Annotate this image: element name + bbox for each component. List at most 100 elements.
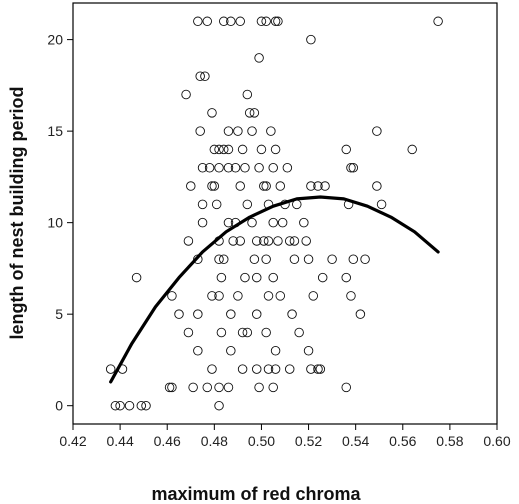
data-point [216, 272, 227, 283]
data-point [183, 327, 194, 338]
data-point [164, 382, 175, 393]
data-point [341, 272, 351, 283]
data-point [270, 16, 281, 27]
data-point [226, 346, 236, 356]
data-point [277, 217, 288, 228]
data-point [287, 309, 297, 319]
data-point [207, 364, 217, 374]
data-point [216, 327, 227, 338]
data-point [214, 400, 224, 411]
data-point [268, 162, 278, 173]
data-point [249, 254, 260, 265]
data-point [320, 181, 330, 191]
data-point [237, 327, 248, 338]
data-point [240, 162, 250, 173]
data-point [240, 272, 250, 283]
data-point [223, 144, 234, 155]
x-tick-label: 0.60 [483, 433, 510, 449]
data-point [223, 126, 234, 136]
data-point [204, 162, 215, 173]
data-point [341, 382, 351, 393]
data-point [202, 16, 213, 27]
data-point [273, 236, 283, 246]
data-point [348, 162, 359, 173]
y-tick-label: 5 [55, 306, 63, 322]
data-point [223, 382, 234, 393]
data-point [226, 16, 236, 27]
data-point [233, 291, 243, 301]
data-point [268, 272, 278, 283]
y-axis: 0 5 10 15 20 [47, 32, 73, 414]
data-point [289, 254, 300, 265]
data-point [105, 364, 116, 374]
data-point [303, 254, 314, 265]
data-point [237, 364, 248, 374]
data-point [197, 199, 208, 210]
data-point [228, 236, 238, 246]
data-point [289, 236, 300, 246]
x-tick-label: 0.50 [248, 433, 275, 449]
data-point [317, 272, 328, 283]
data-point [211, 199, 222, 210]
data-point [233, 126, 243, 136]
data-point [110, 400, 121, 411]
x-tick-label: 0.56 [389, 433, 416, 449]
x-tick-label: 0.48 [201, 433, 228, 449]
data-point [299, 217, 309, 228]
x-tick-label: 0.58 [436, 433, 463, 449]
data-point [167, 291, 177, 301]
data-point [249, 108, 260, 118]
data-point [242, 89, 253, 100]
data-point [270, 144, 281, 155]
data-point [251, 309, 262, 319]
data-point [124, 400, 135, 411]
data-point [284, 236, 295, 246]
plot-frame [72, 2, 498, 425]
data-point [223, 162, 234, 173]
data-point [197, 217, 208, 228]
data-point [207, 108, 217, 118]
data-point [308, 291, 319, 301]
data-point [263, 291, 274, 301]
x-axis-title: maximum of red chroma [151, 484, 361, 504]
data-point [372, 181, 382, 191]
data-point [313, 364, 323, 374]
data-point [219, 144, 229, 155]
data-point [230, 162, 241, 173]
data-point [251, 364, 262, 374]
data-point [188, 382, 198, 393]
data-point [256, 144, 267, 155]
data-point [251, 236, 262, 246]
data-point [214, 291, 224, 301]
data-point [193, 16, 203, 27]
data-point [306, 364, 316, 374]
data-point [197, 162, 208, 173]
x-tick-label: 0.46 [154, 433, 181, 449]
y-tick-label: 10 [47, 215, 63, 231]
data-point [346, 162, 356, 173]
data-point [242, 327, 253, 338]
data-point [433, 16, 443, 27]
data-point [306, 34, 316, 45]
data-point [261, 254, 271, 265]
data-point [136, 400, 147, 411]
data-point [261, 16, 271, 27]
fit-curve [109, 195, 440, 384]
data-point [200, 71, 210, 81]
data-point [294, 327, 304, 338]
data-point [202, 382, 213, 393]
data-point [282, 162, 293, 173]
data-point [254, 53, 264, 63]
data-point [263, 236, 274, 246]
data-point [268, 382, 278, 393]
data-point [284, 364, 295, 374]
x-tick-label: 0.42 [59, 433, 86, 449]
data-point [174, 309, 184, 319]
data-point [242, 199, 253, 210]
data-point [247, 217, 257, 228]
data-point [254, 382, 264, 393]
data-point [270, 364, 281, 374]
data-point [214, 382, 224, 393]
y-tick-label: 20 [47, 32, 63, 48]
